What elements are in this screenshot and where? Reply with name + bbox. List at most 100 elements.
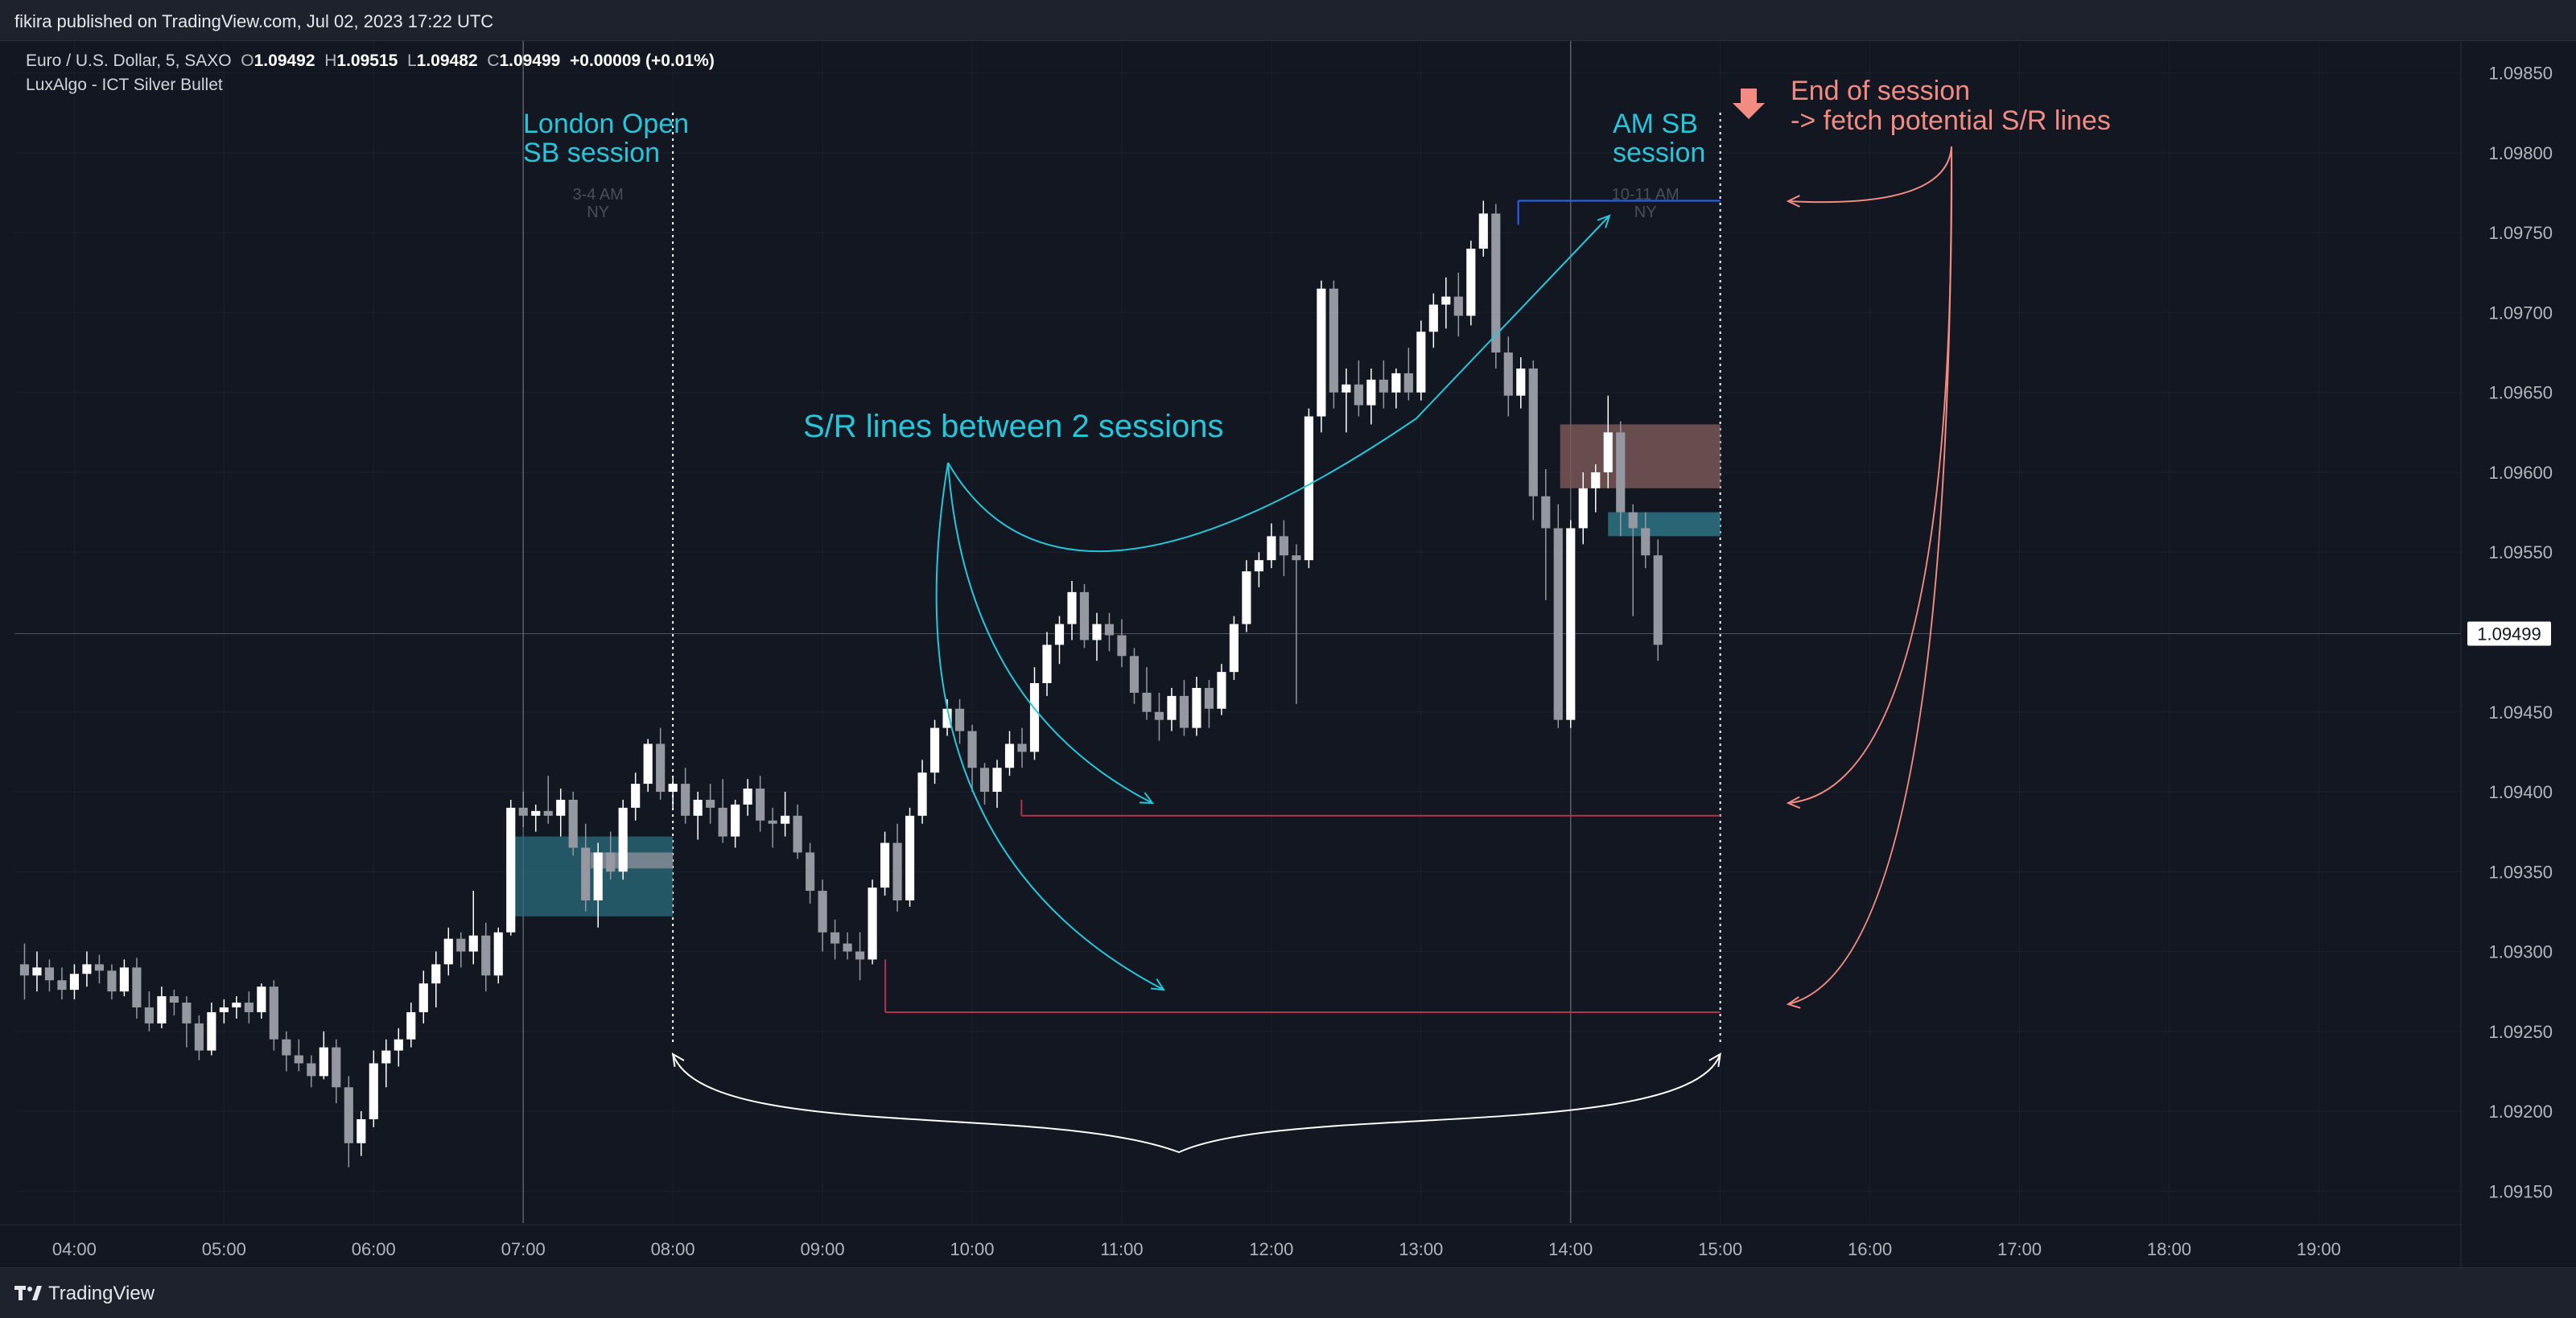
price-tick-label: 1.09850	[2488, 64, 2553, 84]
cyan-curve-to-mid	[947, 462, 1153, 804]
candle-body	[593, 852, 603, 901]
candle-body	[1566, 528, 1576, 720]
candle-body	[1342, 384, 1351, 393]
salmon-mid-arrowhead	[1786, 796, 1801, 809]
price-tick-label: 1.09650	[2488, 383, 2553, 403]
chart-background	[0, 41, 2576, 1267]
last-price-label: 1.09499	[2477, 624, 2541, 644]
candle-body	[929, 727, 940, 773]
candle-body	[119, 967, 129, 992]
down-arrow-icon	[1733, 89, 1765, 119]
price-tick-label: 1.09300	[2488, 942, 2553, 962]
fvg-box-london-inner	[590, 852, 674, 869]
candle-body	[431, 964, 441, 984]
candle-body	[232, 1003, 241, 1008]
candle-body	[1292, 555, 1301, 561]
low-value: 1.09482	[416, 51, 478, 70]
candle-body	[94, 964, 105, 971]
candle-body	[631, 784, 641, 808]
close-value: 1.09499	[499, 51, 561, 70]
cyan-curve-to-trend	[947, 418, 1417, 553]
candle-body	[743, 789, 752, 805]
time-tick-label: 05:00	[202, 1239, 246, 1259]
candle-body	[1129, 656, 1140, 693]
candle-body	[1029, 683, 1040, 752]
candle-body	[706, 799, 715, 808]
price-axis[interactable]: 1.09850 1.09800 1.09750 1.09700 1.09650 1.096…	[2460, 41, 2553, 1267]
price-tick-label: 1.09800	[2488, 143, 2553, 163]
candle-body	[1279, 536, 1288, 556]
footer-bar: TradingView	[0, 1267, 2576, 1318]
candle-body	[606, 852, 616, 872]
candle-body	[69, 974, 80, 991]
am-sb-label: session	[1613, 138, 1705, 168]
candle-body	[1366, 379, 1376, 406]
time-tick-label: 12:00	[1249, 1239, 1293, 1259]
time-tick-label: 14:00	[1548, 1239, 1593, 1259]
london-session-tz-label: NY	[587, 204, 609, 221]
london-session-time-label: 3-4 AM	[572, 186, 623, 204]
candle-body	[1004, 743, 1015, 768]
candle-body	[269, 986, 278, 1040]
candle-body	[1254, 560, 1263, 572]
tradingview-logo-icon	[14, 1286, 42, 1300]
candle-body	[1104, 624, 1115, 636]
time-tick-label: 10:00	[950, 1239, 994, 1259]
time-axis[interactable]: 04:00 05:00 06:00 07:00 08:00 09:00 10:00 11:00…	[0, 1224, 2461, 1259]
salmon-low-arrowhead	[1786, 996, 1801, 1009]
candle-body	[1354, 384, 1363, 406]
am-sb-label: AM SB	[1613, 109, 1698, 139]
candle-body	[369, 1063, 378, 1119]
indicator-label[interactable]: LuxAlgo - ICT Silver Bullet	[26, 76, 223, 94]
cyan-low-arrowhead	[1150, 978, 1165, 991]
candle-body	[1516, 368, 1526, 396]
cyan-mid-arrowhead	[1139, 792, 1155, 805]
candle-body	[1428, 304, 1438, 332]
salmon-curve-to-high	[1787, 146, 1952, 204]
candle-body	[344, 1087, 353, 1143]
price-tick-label: 1.09250	[2488, 1022, 2553, 1042]
am-session-time-label: 10-11 AM	[1612, 186, 1680, 204]
candle-body	[1491, 213, 1501, 353]
candle-body	[543, 810, 553, 816]
cyan-trend-arrowhead	[1597, 214, 1611, 229]
candle-body	[1641, 528, 1651, 556]
candles	[19, 200, 1663, 1168]
candle-body	[1217, 672, 1226, 709]
close-label: C	[487, 51, 500, 70]
price-tick-label: 1.09750	[2488, 223, 2553, 243]
candle-body	[917, 772, 927, 816]
candle-body	[1204, 687, 1214, 709]
candle-body	[1304, 416, 1313, 561]
open-value: 1.09492	[253, 51, 315, 70]
price-tick-label: 1.09350	[2488, 862, 2553, 882]
candle-body	[1117, 635, 1127, 657]
candle-body	[1317, 288, 1326, 417]
candle-body	[443, 938, 453, 965]
top-bar: fikira published on TradingView.com, Jul…	[0, 0, 2576, 41]
candle-body	[157, 996, 167, 1024]
candle-body	[1653, 555, 1663, 645]
candle-body	[493, 932, 503, 976]
candle-body	[1192, 687, 1201, 728]
candle-body	[257, 986, 266, 1012]
time-tick-label: 18:00	[2147, 1239, 2191, 1259]
candle-body	[954, 708, 965, 731]
time-tick-label: 04:00	[52, 1239, 97, 1259]
london-open-label: London Open	[523, 109, 689, 139]
candle-body	[518, 807, 528, 816]
candle-body	[643, 743, 653, 785]
price-tick-label: 1.09700	[2488, 303, 2553, 323]
candle-body	[381, 1050, 391, 1064]
candle-body	[905, 815, 915, 901]
candle-body	[681, 784, 690, 816]
high-value: 1.09515	[336, 51, 398, 70]
london-open-label: SB session	[523, 138, 660, 168]
sr-lines-label: S/R lines between 2 sessions	[803, 409, 1224, 444]
candle-body	[1616, 432, 1626, 513]
fvg-box-london	[514, 836, 674, 916]
candle-body	[731, 804, 740, 837]
time-tick-label: 17:00	[1997, 1239, 2042, 1259]
price-tick-label: 1.09550	[2488, 542, 2553, 562]
